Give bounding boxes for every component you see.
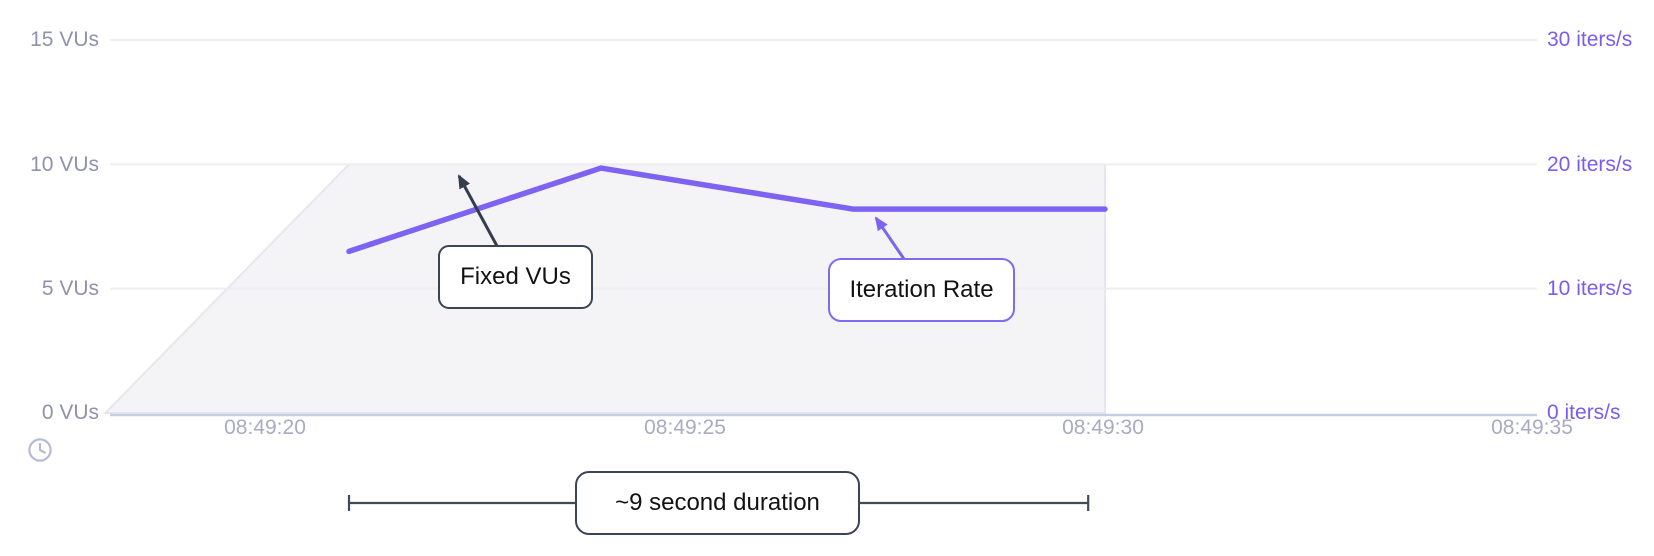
- iteration-rate-arrow: [874, 216, 906, 260]
- gridlines: [110, 39, 1537, 290]
- y-right-tick-30: 30 iters/s: [1547, 28, 1633, 51]
- x-tick-084925: 08:49:25: [644, 416, 726, 439]
- y-right-tick-10: 10 iters/s: [1547, 277, 1633, 300]
- x-tick-084920: 08:49:20: [224, 416, 306, 439]
- iteration-rate-callout: Iteration Rate: [828, 258, 1015, 322]
- y-left-tick-5: 5 VUs: [41, 277, 99, 300]
- y-right-tick-0: 0 iters/s: [1547, 401, 1621, 424]
- iteration-rate-line: [346, 165, 1108, 255]
- clock-icon: [28, 438, 52, 462]
- y-left-tick-10: 10 VUs: [30, 153, 99, 176]
- y-left-tick-0: 0 VUs: [41, 401, 99, 424]
- y-right-tick-20: 20 iters/s: [1547, 153, 1633, 176]
- x-tick-084930: 08:49:30: [1062, 416, 1144, 439]
- y-left-tick-15: 15 VUs: [30, 28, 99, 51]
- x-tick-084935: 08:49:35: [1491, 416, 1573, 439]
- duration-callout: ~9 second duration: [575, 471, 860, 535]
- fixed-vus-arrow: [457, 174, 499, 247]
- fixed-vus-callout: Fixed VUs: [438, 245, 593, 309]
